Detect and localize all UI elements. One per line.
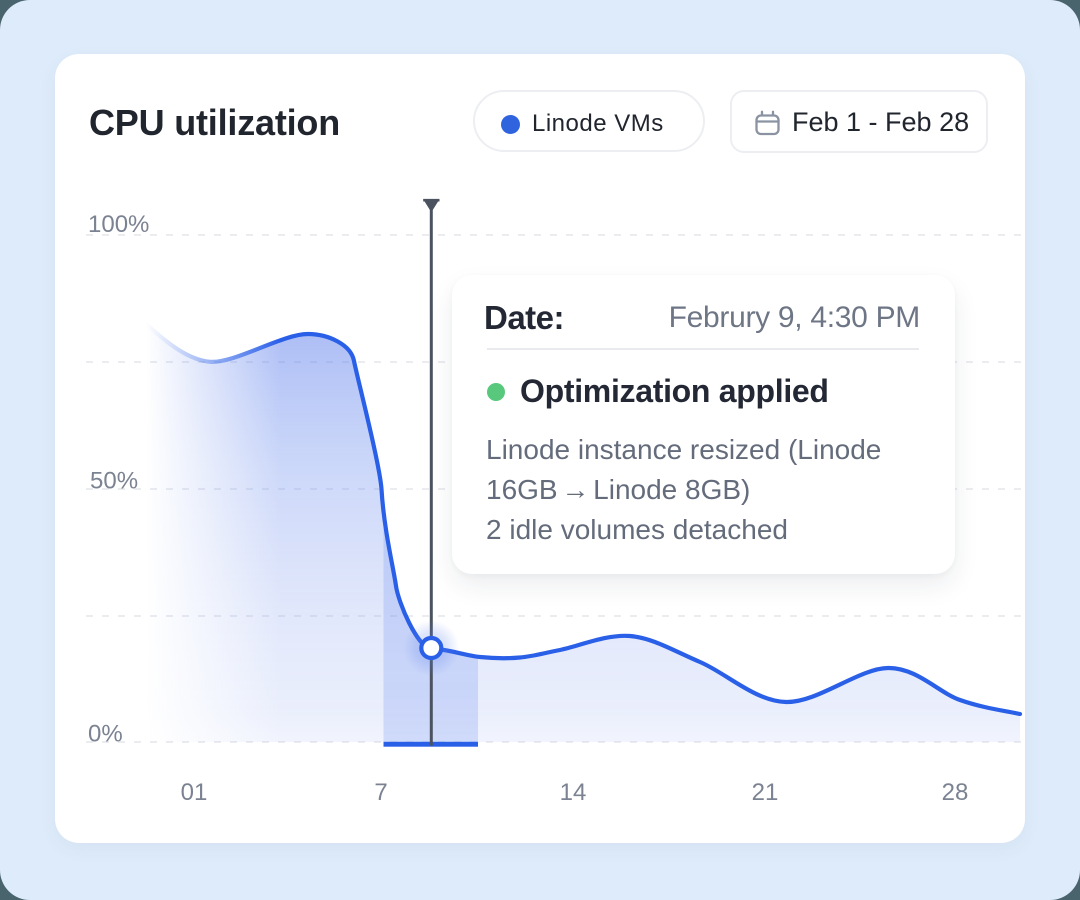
svg-text:01: 01 [181,779,208,806]
svg-text:28: 28 [942,779,969,806]
svg-text:14: 14 [560,779,587,806]
svg-text:7: 7 [374,779,387,806]
svg-text:50%: 50% [90,468,138,495]
svg-text:21: 21 [752,779,779,806]
svg-text:0%: 0% [88,721,123,748]
svg-text:100%: 100% [88,211,149,238]
